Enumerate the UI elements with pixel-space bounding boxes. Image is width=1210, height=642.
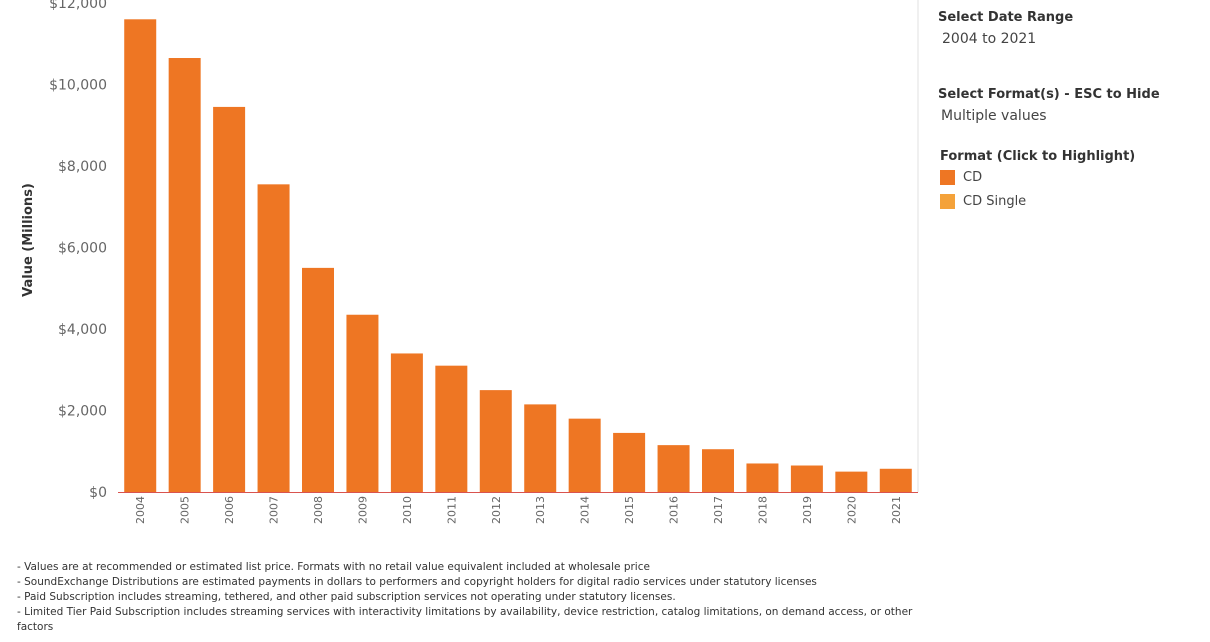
x-tick-label: 2004	[134, 496, 147, 524]
y-tick-label: $12,000	[49, 0, 107, 12]
x-tick-label: 2020	[845, 496, 858, 524]
x-tick-label: 2012	[490, 496, 503, 524]
x-tick-label: 2019	[801, 496, 814, 524]
date-range-value[interactable]: 2004 to 2021	[942, 31, 1037, 47]
footnotes: - Values are at recommended or estimated…	[17, 560, 917, 635]
legend-title: Format (Click to Highlight)	[940, 149, 1136, 164]
bar-2021[interactable]	[879, 468, 912, 492]
legend-item-cd-single[interactable]: CD Single	[940, 194, 1135, 209]
bar-2018[interactable]	[746, 463, 779, 492]
format-filter[interactable]: Select Format(s) - ESC to Hide Multiple …	[938, 87, 1160, 124]
x-tick-label: 2010	[401, 496, 414, 524]
x-tick-label: 2005	[179, 496, 192, 524]
footnote: - SoundExchange Distributions are estima…	[17, 576, 817, 588]
legend-swatch-cd	[940, 170, 955, 185]
bar-2008[interactable]	[302, 267, 334, 492]
bar-2010[interactable]	[390, 353, 423, 492]
bar-chart: $0 $2,000 $4,000 $6,000 $8,000 $10,000 $12,000…	[21, 0, 919, 524]
bar-2005[interactable]	[168, 58, 201, 492]
bar-2019[interactable]	[790, 465, 823, 492]
bar-2011[interactable]	[435, 365, 468, 492]
x-tick-label: 2015	[623, 496, 636, 524]
y-tick-label: $2,000	[58, 404, 107, 420]
x-tick-label: 2007	[268, 496, 281, 524]
date-range-title: Select Date Range	[938, 10, 1074, 25]
x-tick-label: 2011	[445, 496, 458, 524]
x-tick-label: 2014	[579, 496, 592, 524]
x-tick-label: 2006	[223, 496, 236, 524]
format-filter-title: Select Format(s) - ESC to Hide	[938, 87, 1160, 102]
format-filter-value[interactable]: Multiple values	[941, 108, 1047, 124]
bar-2012[interactable]	[479, 390, 512, 492]
bar-2016[interactable]	[657, 445, 690, 492]
bar-2014[interactable]	[568, 418, 601, 492]
y-axis-ticks: $0 $2,000 $4,000 $6,000 $8,000 $10,000 $12,000	[49, 0, 107, 501]
x-tick-label: 2017	[712, 496, 725, 524]
x-tick-label: 2008	[312, 496, 325, 524]
bar-2009[interactable]	[346, 314, 379, 492]
y-tick-label: $4,000	[58, 322, 107, 338]
bar-2004[interactable]	[124, 19, 157, 493]
y-tick-label: $6,000	[58, 241, 107, 257]
x-tick-label: 2013	[534, 496, 547, 524]
footnote: - Values are at recommended or estimated…	[17, 561, 650, 573]
legend-label-cd-single: CD Single	[963, 194, 1027, 209]
bar-2017[interactable]	[702, 449, 734, 492]
bar-2020[interactable]	[835, 471, 868, 492]
y-tick-label: $8,000	[58, 159, 107, 175]
x-tick-label: 2016	[668, 496, 681, 524]
footnote: - Limited Tier Paid Subscription include…	[17, 606, 913, 633]
bars	[124, 19, 912, 493]
legend-label-cd: CD	[963, 170, 983, 185]
bar-2013[interactable]	[524, 404, 557, 492]
x-tick-label: 2021	[890, 496, 903, 524]
x-axis-ticks: 2004 2005 2006 2007 2008 2009 2010 2011 2012 2013…	[134, 496, 903, 524]
legend: Format (Click to Highlight) CD CD Single	[940, 149, 1135, 209]
x-tick-label: 2009	[356, 496, 369, 524]
bar-2007[interactable]	[257, 184, 290, 492]
y-tick-label: $0	[89, 485, 107, 501]
bar-2015[interactable]	[613, 432, 646, 492]
legend-item-cd[interactable]: CD	[940, 170, 1135, 185]
footnote: - Paid Subscription includes streaming, …	[17, 591, 676, 603]
bar-2006[interactable]	[213, 106, 246, 492]
x-tick-label: 2018	[756, 496, 769, 524]
date-range-filter[interactable]: Select Date Range 2004 to 2021	[938, 10, 1073, 47]
y-tick-label: $10,000	[49, 78, 107, 94]
legend-swatch-cd-single	[940, 194, 955, 209]
y-axis-title: Value (Millions)	[21, 183, 36, 297]
